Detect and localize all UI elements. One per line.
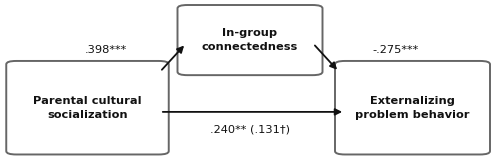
- Text: Externalizing
problem behavior: Externalizing problem behavior: [355, 96, 470, 120]
- Text: .240** (.131†): .240** (.131†): [210, 124, 290, 134]
- Text: -.275***: -.275***: [372, 45, 419, 55]
- FancyBboxPatch shape: [178, 5, 322, 75]
- Text: .398***: .398***: [85, 45, 128, 55]
- FancyBboxPatch shape: [6, 61, 168, 154]
- Text: Parental cultural
socialization: Parental cultural socialization: [33, 96, 142, 120]
- FancyBboxPatch shape: [335, 61, 490, 154]
- Text: In-group
connectedness: In-group connectedness: [202, 28, 298, 52]
